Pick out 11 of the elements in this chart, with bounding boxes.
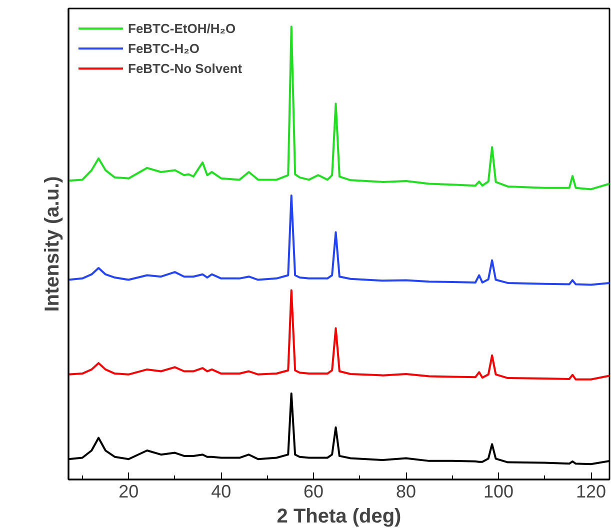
x-tick-label: 20: [118, 482, 139, 502]
legend-label: FeBTC-EtOH/H₂O: [128, 20, 236, 36]
x-tick-label: 40: [211, 482, 232, 502]
legend-label: FeBTC-H₂O: [128, 40, 200, 56]
legend-label: FeBTC-No Solvent: [128, 60, 242, 76]
x-axis-title: 2 Theta (deg): [276, 506, 402, 528]
y-axis-title: Intensity (a.u.): [42, 176, 64, 312]
x-tick-label: 60: [304, 482, 324, 502]
x-tick-label: 120: [576, 482, 606, 502]
x-tick-label: 80: [396, 482, 416, 502]
x-tick-label: 100: [484, 482, 514, 502]
